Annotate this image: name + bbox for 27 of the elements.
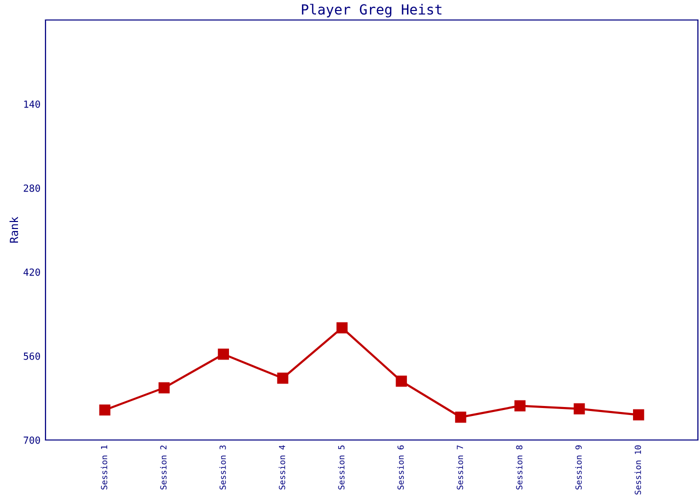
y-tick-label: 280: [24, 184, 40, 192]
x-tick-label: Session 5: [338, 446, 344, 490]
y-tick-label: 560: [24, 352, 40, 360]
y-axis-title: Rank: [10, 216, 18, 243]
x-tick-label: Session 2: [160, 446, 167, 490]
point: [396, 376, 407, 387]
y-tick-label: 700: [24, 436, 40, 444]
point: [455, 412, 466, 423]
x-tick-label: Session 7: [456, 445, 464, 490]
chart-title: Player Greg Heist: [302, 4, 442, 18]
x-tick-label: Session 8: [516, 445, 522, 490]
x-tick-label: Session 6: [397, 445, 404, 490]
x-tick-label: Session 10: [634, 445, 642, 494]
y-tick-label: 420: [24, 268, 40, 276]
x-tick-label: Session 4: [278, 445, 286, 490]
x-tick-label: Session 9: [575, 445, 582, 490]
point: [158, 382, 170, 394]
point: [336, 322, 348, 334]
y-tick-label: 140: [24, 100, 40, 108]
point: [99, 404, 110, 416]
point: [514, 400, 526, 412]
x-tick-label: Session 1: [100, 445, 108, 490]
point: [633, 409, 644, 420]
point: [218, 348, 229, 360]
point: [574, 403, 585, 414]
x-tick-label: Session 3: [219, 445, 226, 490]
point: [277, 372, 288, 384]
